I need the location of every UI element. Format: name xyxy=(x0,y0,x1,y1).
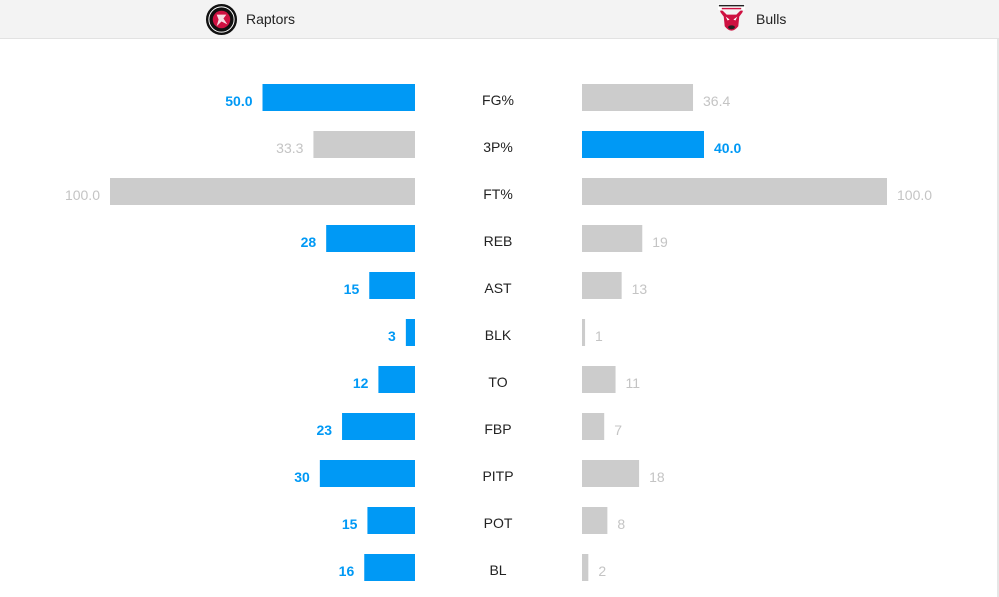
category-label: BL xyxy=(489,562,506,578)
team-name-home: Raptors xyxy=(246,11,296,27)
team-stats-comparison-chart: 50.0 36.4FG%33.3 40.03P%100.0 100.0FT%28 19R… xyxy=(65,84,932,581)
value-label-bulls: 1 xyxy=(595,328,603,344)
bar-bulls-fbp xyxy=(582,413,605,440)
bar-raptors-to xyxy=(378,366,415,393)
bar-raptors-3p-pct xyxy=(313,131,415,158)
value-label-raptors: 28 xyxy=(301,234,317,250)
value-label-bulls: 18 xyxy=(649,469,665,485)
value-label-bulls: 7 xyxy=(614,422,622,438)
value-label-raptors: 3 xyxy=(388,328,396,344)
category-label: 3P% xyxy=(483,139,513,155)
bar-bulls-to xyxy=(582,366,616,393)
bar-raptors-pot xyxy=(367,507,415,534)
bar-bulls-pitp xyxy=(582,460,640,487)
team-header: Raptors Bulls xyxy=(0,0,999,39)
value-label-raptors: 33.3 xyxy=(276,140,303,156)
bar-raptors-reb xyxy=(326,225,415,252)
value-label-bulls: 40.0 xyxy=(714,140,741,156)
value-label-raptors: 100.0 xyxy=(65,187,100,203)
value-label-raptors: 23 xyxy=(316,422,332,438)
category-label: REB xyxy=(484,233,513,249)
bar-raptors-ast xyxy=(369,272,415,299)
value-label-raptors: 15 xyxy=(344,281,360,297)
value-label-raptors: 50.0 xyxy=(225,93,252,109)
value-label-raptors: 30 xyxy=(294,469,310,485)
value-label-bulls: 100.0 xyxy=(897,187,932,203)
bar-raptors-pitp xyxy=(319,460,415,487)
category-label: FBP xyxy=(484,421,511,437)
value-label-bulls: 36.4 xyxy=(703,93,730,109)
value-label-raptors: 12 xyxy=(353,375,369,391)
category-label: POT xyxy=(484,515,513,531)
bar-bulls-ft-pct xyxy=(582,178,887,205)
bar-bulls-reb xyxy=(582,225,643,252)
category-label: BLK xyxy=(485,327,512,343)
bar-bulls-fg-pct xyxy=(582,84,694,111)
category-label: FT% xyxy=(483,186,513,202)
value-label-bulls: 2 xyxy=(598,563,606,579)
category-label: FG% xyxy=(482,92,514,108)
bar-raptors-blk xyxy=(405,319,415,346)
team-home[interactable]: Raptors xyxy=(205,0,295,38)
bar-bulls-bl xyxy=(582,554,589,581)
bar-bulls-ast xyxy=(582,272,622,299)
bar-bulls-blk xyxy=(582,319,586,346)
value-label-bulls: 19 xyxy=(652,234,668,250)
category-label: AST xyxy=(484,280,512,296)
bar-raptors-bl xyxy=(364,554,415,581)
value-label-raptors: 16 xyxy=(339,563,355,579)
bar-raptors-fg-pct xyxy=(262,84,415,111)
value-label-bulls: 11 xyxy=(626,375,641,391)
category-label: TO xyxy=(488,374,507,390)
bar-bulls-pot xyxy=(582,507,608,534)
value-label-bulls: 8 xyxy=(617,516,625,532)
category-label: PITP xyxy=(482,468,513,484)
bar-raptors-ft-pct xyxy=(110,178,415,205)
bulls-logo-icon xyxy=(717,3,746,31)
value-label-raptors: 15 xyxy=(342,516,358,532)
bar-raptors-fbp xyxy=(342,413,415,440)
team-name-away: Bulls xyxy=(756,11,787,27)
bar-bulls-3p-pct xyxy=(582,131,704,158)
raptors-logo-icon xyxy=(205,3,238,35)
team-away[interactable]: Bulls xyxy=(715,0,786,38)
right-border xyxy=(997,39,999,597)
value-label-bulls: 13 xyxy=(632,281,648,297)
